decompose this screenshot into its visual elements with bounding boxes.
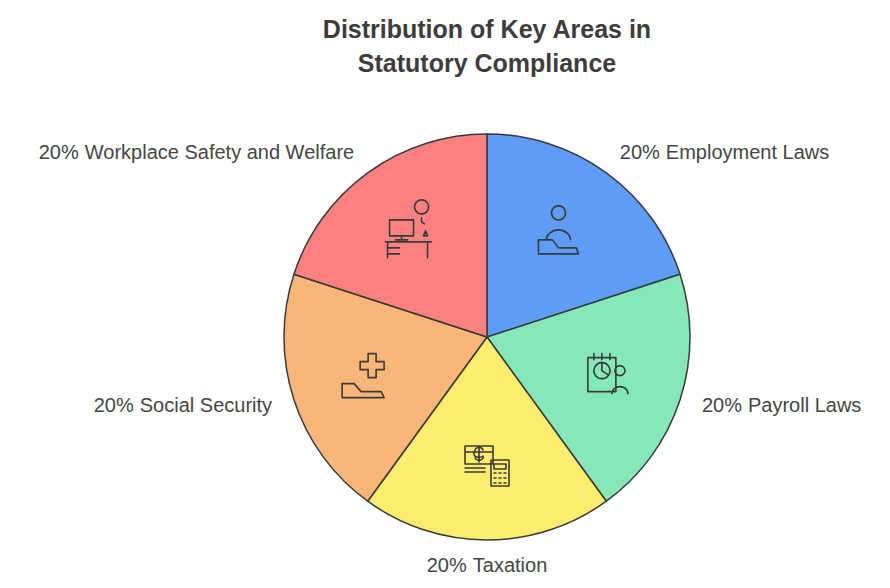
value-label: 20% xyxy=(94,394,134,416)
category-label: Employment Laws xyxy=(666,141,829,163)
slice-label: 20% Taxation xyxy=(427,554,548,576)
icon xyxy=(538,206,578,254)
category-label: Taxation xyxy=(473,554,548,576)
category-label: Payroll Laws xyxy=(748,394,861,416)
slice-label: 20% Social Security xyxy=(94,394,272,416)
icon xyxy=(342,354,384,398)
value-label: 20% xyxy=(427,554,467,576)
title-line: Statutory Compliance xyxy=(358,49,616,77)
icon xyxy=(386,200,432,258)
icon xyxy=(465,446,509,486)
category-label: Workplace Safety and Welfare xyxy=(85,141,354,163)
title-line: Distribution of Key Areas in xyxy=(323,15,651,43)
slice xyxy=(294,134,487,337)
icon xyxy=(588,354,628,394)
slice-label: 20% Payroll Laws xyxy=(702,394,861,416)
value-label: 20% xyxy=(702,394,742,416)
value-label: 20% xyxy=(620,141,660,163)
category-label: Social Security xyxy=(140,394,272,416)
slice-label: 20% Employment Laws xyxy=(620,141,829,163)
chart: Distribution of Key Areas in Statutory Co… xyxy=(0,0,890,588)
value-label: 20% xyxy=(39,141,79,163)
pie: 20% Employment Laws 20% Payroll Laws 20% Taxa… xyxy=(39,134,862,576)
title: Distribution of Key Areas in Statutory Co… xyxy=(323,15,651,77)
slice-label: 20% Workplace Safety and Welfare xyxy=(39,141,354,163)
